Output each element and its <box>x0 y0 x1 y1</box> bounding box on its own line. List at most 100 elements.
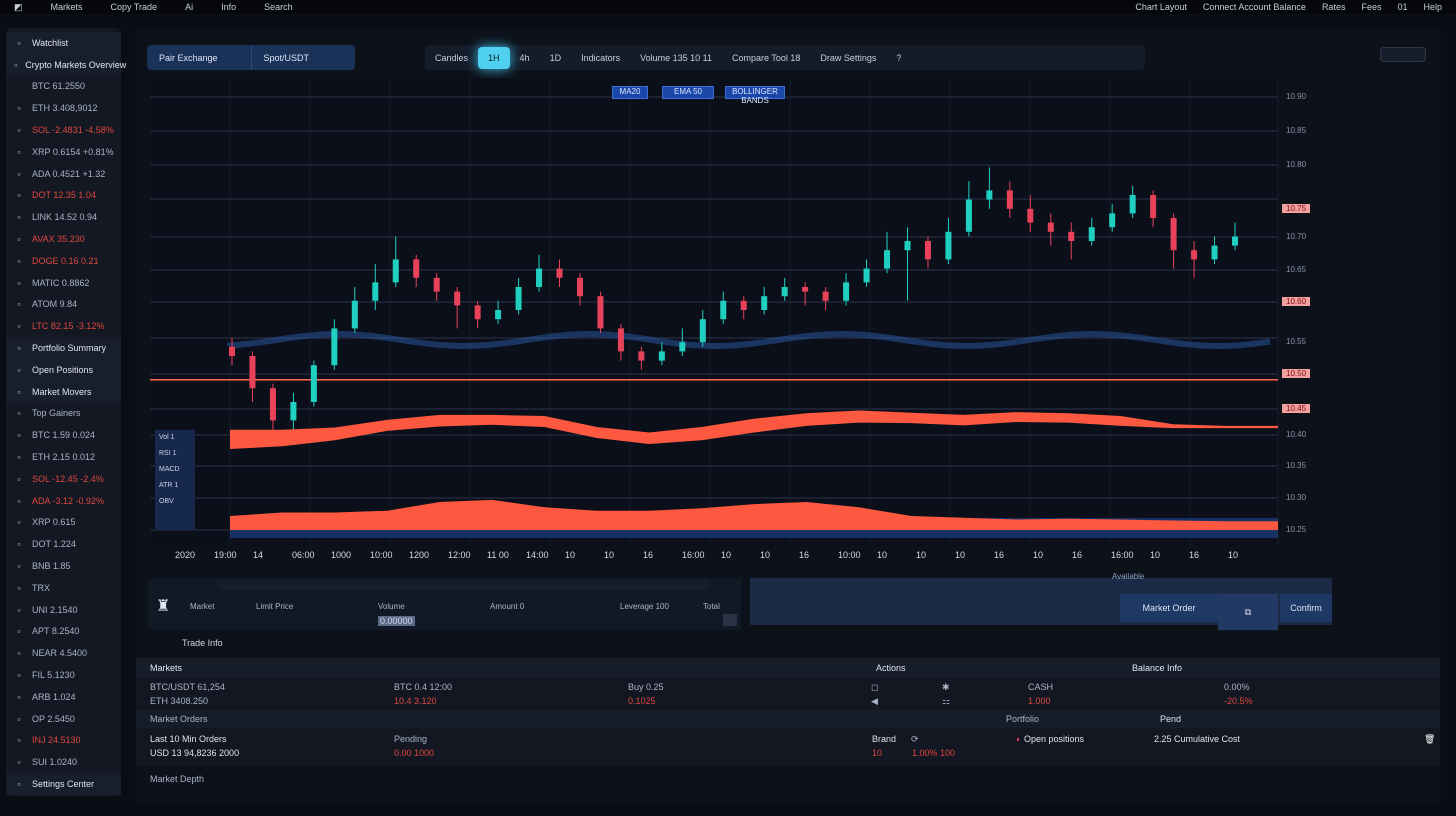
candle-body <box>1232 236 1238 246</box>
copy-icon[interactable]: ⧉ <box>1218 594 1278 630</box>
table-row[interactable]: ETH 3408.250 10.4 3.120 0.1025 ◀ ⚏ 1.000… <box>150 695 1253 707</box>
sidebar-item[interactable]: ▫ MATIC 0.8862 <box>6 272 121 294</box>
sidebar-item-label: SOL -2.4831 -4.58% <box>32 125 114 136</box>
sidebar-item[interactable]: ▫ Watchlist <box>6 32 121 54</box>
table-row[interactable]: USD 13 94,8236 2000 0.00 1000 10 1.00% 1… <box>150 748 956 758</box>
menu-connect-account[interactable]: Connect Account Balance <box>1202 2 1306 12</box>
order-field-label[interactable]: Limit Price <box>256 602 294 611</box>
sidebar-item[interactable]: ▫ DOT 1.224 <box>6 533 121 555</box>
square-icon[interactable]: ◻ <box>871 681 879 692</box>
sidebar-item[interactable]: ▫ Crypto Markets Overview <box>6 53 126 76</box>
sidebar-item-label: ATOM 9.84 <box>32 299 78 310</box>
sidebar-item[interactable]: ▫ INJ 24.5130 <box>6 730 121 752</box>
sidebar-item[interactable]: ▫ ETH 3.408,9012 <box>6 97 121 119</box>
candle-body <box>658 351 665 361</box>
menu-info[interactable]: Info <box>221 2 237 12</box>
menu-fees[interactable]: Fees <box>1361 2 1382 12</box>
sidebar-item[interactable]: ▫ Portfolio Summary <box>6 337 121 359</box>
order-field-label[interactable]: Market <box>190 602 215 611</box>
sidebar-item[interactable]: ▫ NEAR 4.5400 <box>6 642 121 664</box>
order-field-label[interactable]: Total <box>703 602 720 611</box>
menu-rates[interactable]: Rates <box>1321 2 1346 12</box>
sidebar-item[interactable]: ▫ Top Gainers <box>6 403 121 425</box>
symbol-button[interactable]: Pair Exchange <box>159 52 218 63</box>
menu-search[interactable]: Search <box>264 2 293 12</box>
menu-help[interactable]: Help <box>1423 2 1442 12</box>
sidebar-item[interactable]: ▫ AVAX 35.230 <box>6 228 121 250</box>
price-chart[interactable] <box>150 78 1330 546</box>
refresh-icon[interactable]: ⟳ <box>911 733 919 744</box>
sidebar-item[interactable]: ▫ XRP 0.6154 +0.81% <box>6 141 121 163</box>
candle-body <box>802 287 809 292</box>
toolbar-item[interactable]: Compare Tool 18 <box>732 52 801 63</box>
sidebar-item[interactable]: ▫ Settings Center <box>6 773 121 795</box>
toolbar-item[interactable]: Candles <box>435 52 469 63</box>
order-field-label[interactable]: Amount 0 <box>490 602 525 611</box>
sidebar-item[interactable]: ▫ SUI 1.0240 <box>6 751 121 773</box>
table-row[interactable]: BTC/USDT 61,254 BTC 0.4 12:00 Buy 0.25 ◻… <box>150 681 1250 693</box>
sidebar-item[interactable]: ▫ ATOM 9.84 <box>6 294 121 316</box>
sidebar-item[interactable]: ▫ BTC 1.59 0.024 <box>6 424 121 446</box>
y-tick-label: 10.60 <box>1282 297 1311 306</box>
sidebar-item[interactable]: ▫ Open Positions <box>6 358 121 381</box>
sidebar-item[interactable]: ▫ LINK 14.52 0.94 <box>6 206 121 228</box>
trash-icon[interactable]: 🗑 <box>1424 733 1436 744</box>
sidebar-item[interactable]: ▫ ADA 0.4521 +1.32 <box>6 163 121 185</box>
chart-mini-icon[interactable]: ⚏ <box>942 695 951 706</box>
toolbar-item[interactable]: 1H <box>478 46 510 69</box>
y-tick-label: 10.50 <box>1282 369 1311 378</box>
sidebar-item[interactable]: ▫ DOT 12.35 1.04 <box>6 185 121 207</box>
menu-markets[interactable]: Markets <box>50 2 83 12</box>
indicator-badge[interactable]: EMA 50 <box>662 86 714 99</box>
order-field-label[interactable]: Leverage 100 <box>620 602 669 611</box>
menu-ai[interactable]: Ai <box>185 2 194 12</box>
x-tick-label: 06:00 <box>292 550 315 560</box>
sidebar-item-label: DOT 12.35 1.04 <box>32 190 96 201</box>
sidebar-item[interactable]: ▫ TRX <box>6 577 121 599</box>
sound-icon[interactable]: ◀ <box>871 695 878 706</box>
open-positions-link[interactable]: ◐ Open positions <box>1016 734 1084 744</box>
sidebar-item[interactable]: ▫ SOL -12.45 -2.4% <box>6 468 121 490</box>
candle-body <box>1150 195 1157 218</box>
y-tick-label: 10.45 <box>1282 404 1311 413</box>
toolbar-item[interactable]: 4h <box>519 52 530 63</box>
volume-input[interactable]: 0.00000 <box>378 616 415 626</box>
menu-chart-layout[interactable]: Chart Layout <box>1135 2 1187 12</box>
coin-icon: ▫ <box>17 495 21 506</box>
indicator-badge[interactable]: BOLLINGER BANDS <box>725 86 785 105</box>
sidebar-item[interactable]: ▫ Market Movers <box>6 380 121 403</box>
toolbar-item[interactable]: 1D <box>549 52 562 63</box>
market-order-button[interactable]: Market Order <box>1120 594 1218 622</box>
menu-copy-trade[interactable]: Copy Trade <box>110 2 158 12</box>
table-row[interactable]: Last 10 Min Orders Pending Brand ⟳ ◐ Ope… <box>150 733 1436 745</box>
sidebar-item[interactable]: ▫ OP 2.5450 <box>6 708 121 730</box>
order-field-label[interactable]: Volume <box>378 602 405 611</box>
toolbar-item[interactable]: ? <box>896 52 902 63</box>
sidebar-item[interactable]: ▫ BNB 1.85 <box>6 555 121 577</box>
sidebar-item[interactable]: ▫ XRP 0.615 <box>6 512 121 534</box>
toolbar-item[interactable]: Draw Settings <box>820 52 877 63</box>
order-slider[interactable] <box>220 580 710 590</box>
sidebar-item[interactable]: BTC 61.2550 <box>6 76 121 98</box>
sidebar-item[interactable]: ▫ ETH 2.15 0.012 <box>6 446 121 468</box>
sidebar-item[interactable]: ▫ ADA -3.12 -0.92% <box>6 490 121 512</box>
sparkle-icon[interactable]: ✱ <box>942 681 950 692</box>
sidebar-item[interactable]: ▫ FIL 5.1230 <box>6 664 121 686</box>
sidebar-item[interactable]: ▫ UNI 2.1540 <box>6 599 121 621</box>
confirm-button[interactable]: Confirm <box>1280 594 1332 622</box>
sidebar-item[interactable]: ▫ SOL -2.4831 -4.58% <box>6 119 121 141</box>
menu-01[interactable]: 01 <box>1397 2 1408 12</box>
sidebar-item[interactable]: ▫ LTC 82.15 -3.12% <box>6 315 121 337</box>
edit-icon[interactable] <box>723 614 737 626</box>
symbol-selector[interactable]: Pair Exchange Spot/USDT <box>147 45 355 70</box>
sidebar-item[interactable]: ▫ APT 8.2540 <box>6 621 121 643</box>
sidebar-item[interactable]: ▫ ARB 1.024 <box>6 686 121 708</box>
indicator-badge[interactable]: MA20 <box>612 86 648 99</box>
layout-dropdown[interactable] <box>1380 47 1426 62</box>
toolbar-item[interactable]: Indicators <box>581 52 621 63</box>
sidebar-item[interactable]: ▫ DOGE 0.16 0.21 <box>6 250 121 272</box>
pair-button[interactable]: Spot/USDT <box>250 45 356 70</box>
toolbar-item[interactable]: Volume 135 10 11 <box>640 52 712 63</box>
y-tick-label: 10.70 <box>1286 232 1307 241</box>
x-tick-label: 16 <box>1072 550 1083 560</box>
